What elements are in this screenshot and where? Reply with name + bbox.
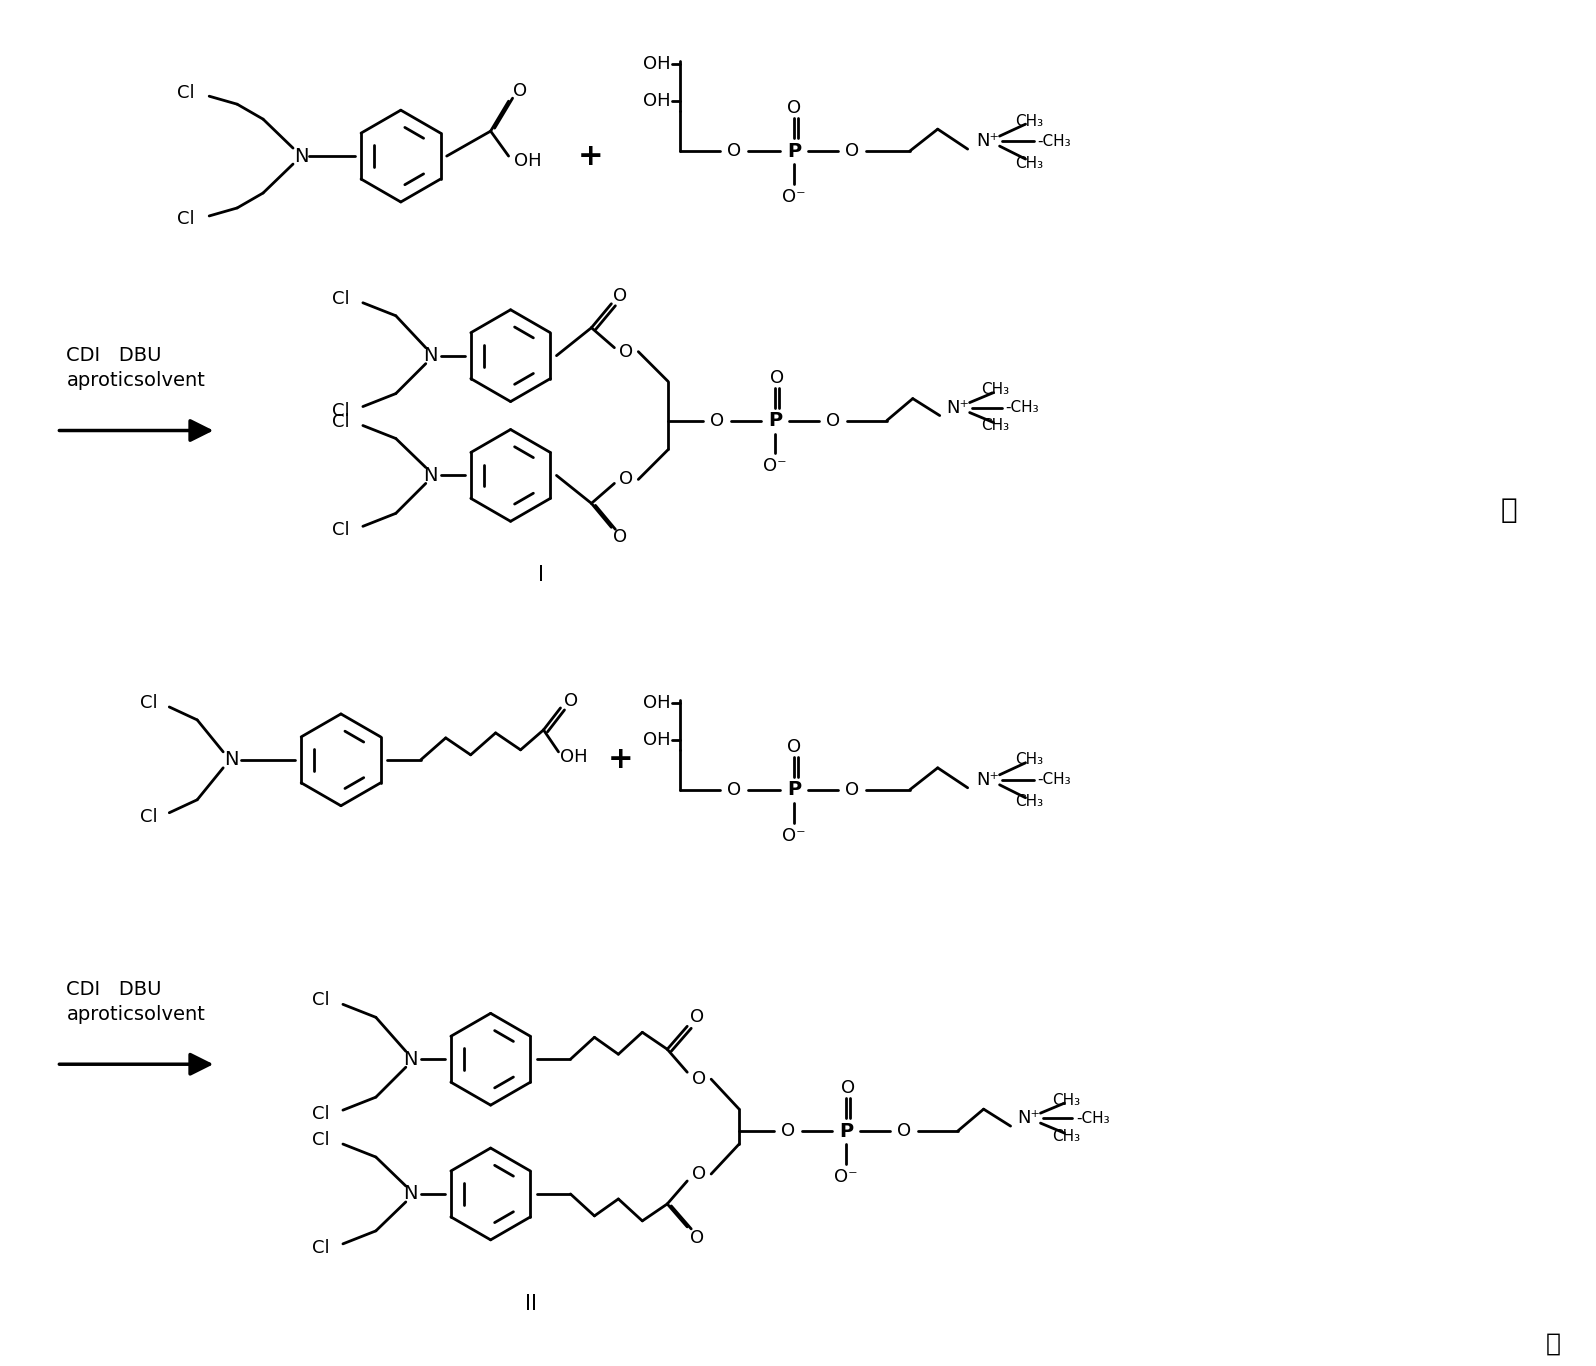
Text: N⁺: N⁺ xyxy=(946,399,969,417)
Text: O: O xyxy=(769,369,784,387)
Text: Cl: Cl xyxy=(313,1131,330,1149)
Text: P: P xyxy=(839,1121,852,1141)
Text: Cl: Cl xyxy=(139,694,156,712)
Text: Cl: Cl xyxy=(139,807,156,825)
Text: O: O xyxy=(693,1165,707,1183)
Text: O: O xyxy=(844,142,859,160)
Text: O: O xyxy=(841,1079,855,1097)
Text: N⁺: N⁺ xyxy=(977,133,999,150)
Text: N: N xyxy=(223,750,238,769)
Text: +: + xyxy=(608,746,634,775)
Text: N: N xyxy=(423,466,437,485)
Text: CH₃: CH₃ xyxy=(1015,794,1044,809)
Text: P: P xyxy=(768,411,782,430)
Text: CH₃: CH₃ xyxy=(982,382,1010,398)
Text: CH₃: CH₃ xyxy=(1015,113,1044,128)
Text: OH: OH xyxy=(643,694,670,712)
Text: OH: OH xyxy=(643,55,670,74)
Text: OH: OH xyxy=(643,92,670,111)
Text: N: N xyxy=(404,1049,418,1068)
Text: O: O xyxy=(787,738,801,755)
Text: N⁺: N⁺ xyxy=(1017,1109,1041,1127)
Text: P: P xyxy=(787,142,801,161)
Text: 。: 。 xyxy=(1547,1332,1561,1355)
Text: aproticsolvent: aproticsolvent xyxy=(67,1005,206,1024)
Text: +: + xyxy=(578,142,603,171)
Text: Cl: Cl xyxy=(332,522,350,540)
Text: Cl: Cl xyxy=(313,992,330,1009)
Text: N: N xyxy=(404,1184,418,1203)
Text: O: O xyxy=(619,343,634,361)
Text: Cl: Cl xyxy=(332,413,350,430)
Text: CDI   DBU: CDI DBU xyxy=(67,979,161,999)
Text: O: O xyxy=(710,411,725,429)
Text: N: N xyxy=(294,146,308,165)
Text: Cl: Cl xyxy=(332,402,350,419)
Text: O: O xyxy=(619,470,634,489)
Text: II: II xyxy=(525,1294,536,1314)
Text: O: O xyxy=(689,1229,704,1247)
Text: CH₃: CH₃ xyxy=(982,418,1010,433)
Text: O: O xyxy=(897,1121,911,1141)
Text: O⁻: O⁻ xyxy=(782,826,806,844)
Text: O: O xyxy=(693,1070,707,1089)
Text: -CH₃: -CH₃ xyxy=(1005,400,1039,415)
Text: O: O xyxy=(787,100,801,117)
Text: -CH₃: -CH₃ xyxy=(1037,772,1071,787)
Text: O: O xyxy=(689,1008,704,1026)
Text: -CH₃: -CH₃ xyxy=(1076,1111,1111,1126)
Text: Cl: Cl xyxy=(313,1239,330,1257)
Text: Cl: Cl xyxy=(177,85,195,102)
Text: CDI   DBU: CDI DBU xyxy=(67,346,161,365)
Text: O⁻: O⁻ xyxy=(782,189,806,206)
Text: O⁻: O⁻ xyxy=(835,1168,857,1186)
Text: O: O xyxy=(613,287,627,305)
Text: I: I xyxy=(538,566,544,585)
Text: N⁺: N⁺ xyxy=(977,770,999,788)
Text: Cl: Cl xyxy=(313,1105,330,1123)
Text: O: O xyxy=(565,693,578,710)
Text: 或: 或 xyxy=(1500,496,1516,525)
Text: Cl: Cl xyxy=(332,290,350,307)
Text: O: O xyxy=(844,781,859,799)
Text: O: O xyxy=(780,1121,795,1141)
Text: OH: OH xyxy=(643,731,670,749)
Text: O: O xyxy=(613,529,627,546)
Text: O: O xyxy=(728,142,741,160)
Text: CH₃: CH₃ xyxy=(1015,753,1044,768)
Text: O: O xyxy=(825,411,839,429)
Text: O⁻: O⁻ xyxy=(763,458,787,475)
Text: Cl: Cl xyxy=(177,210,195,228)
Text: CH₃: CH₃ xyxy=(1052,1128,1080,1143)
Text: N: N xyxy=(423,346,437,365)
Text: O: O xyxy=(728,781,741,799)
Text: -CH₃: -CH₃ xyxy=(1037,134,1071,149)
Text: P: P xyxy=(787,780,801,799)
Text: CH₃: CH₃ xyxy=(1015,156,1044,171)
Text: CH₃: CH₃ xyxy=(1052,1093,1080,1108)
Text: O: O xyxy=(512,82,527,100)
Text: OH: OH xyxy=(514,152,541,169)
Text: aproticsolvent: aproticsolvent xyxy=(67,372,206,391)
Text: OH: OH xyxy=(560,747,587,766)
